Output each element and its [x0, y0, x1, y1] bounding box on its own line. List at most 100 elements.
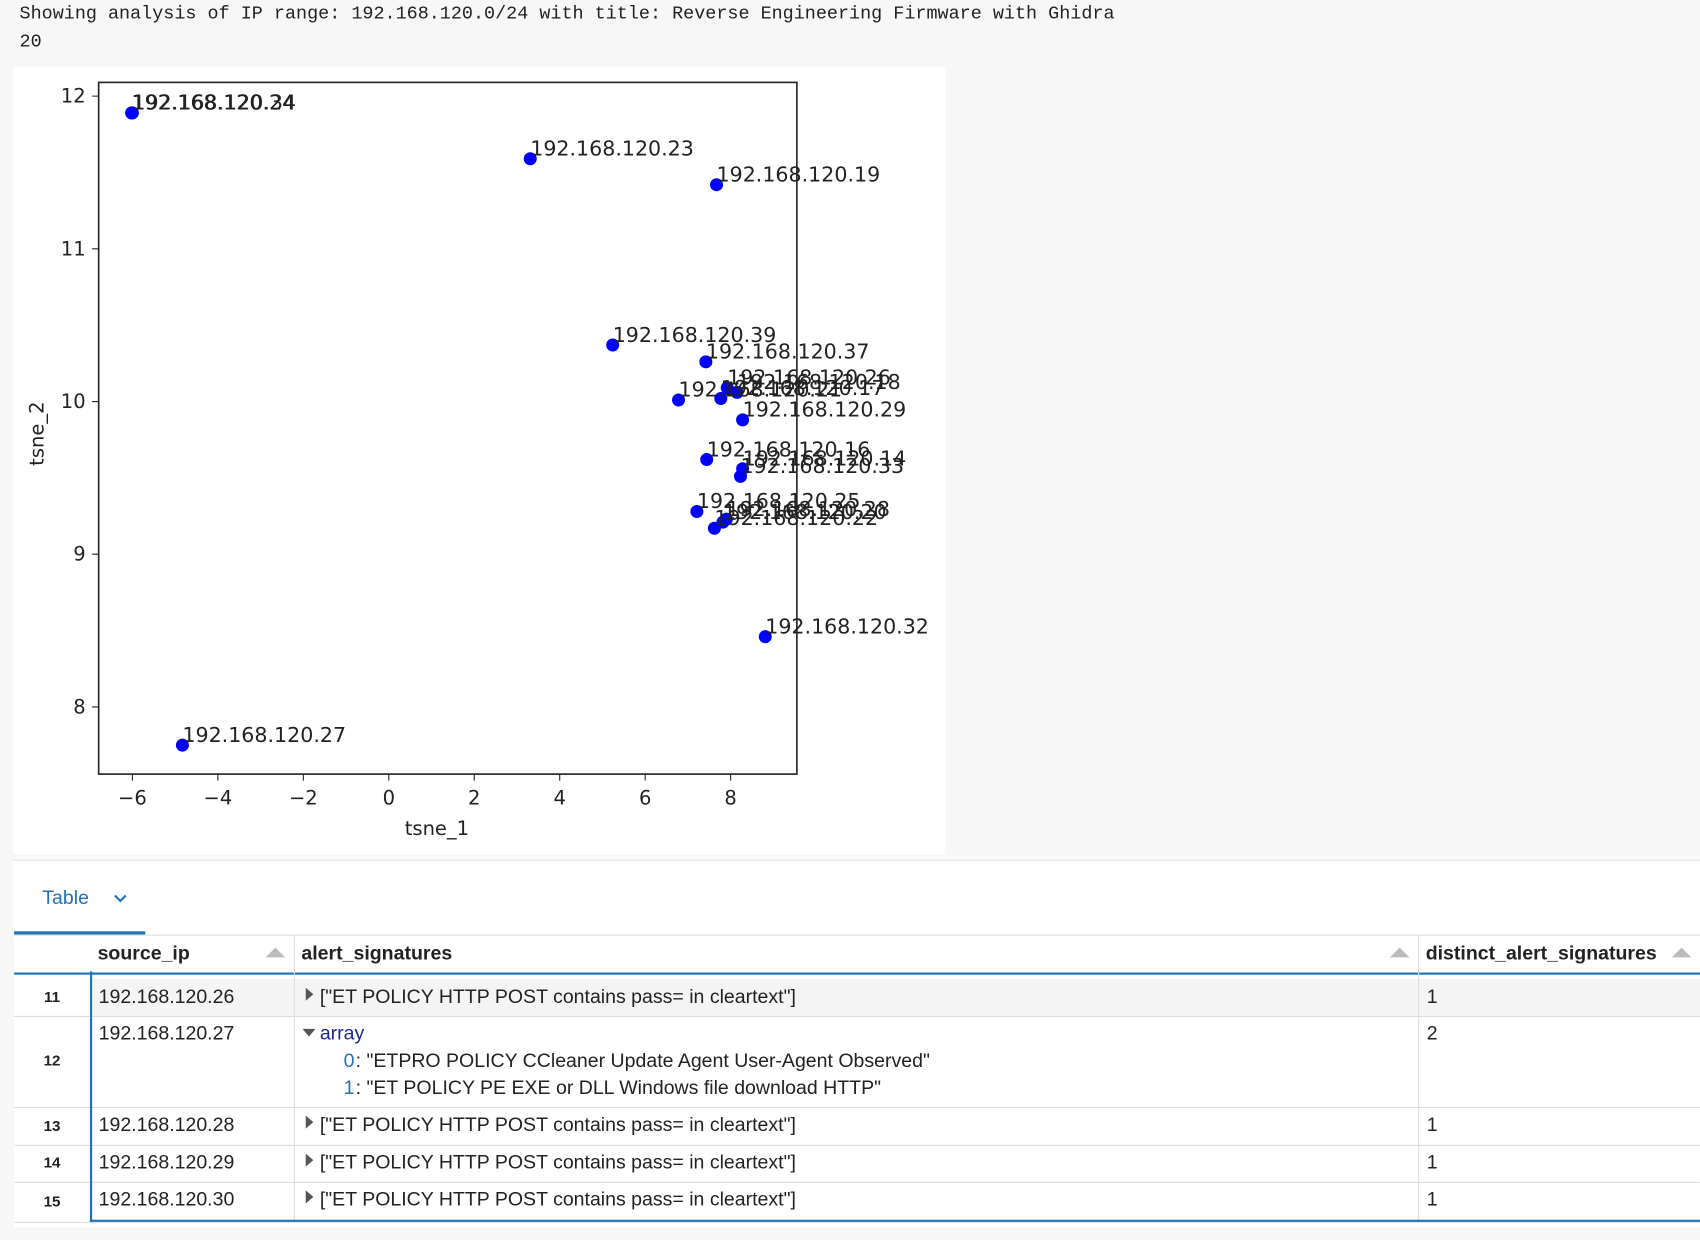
row-border — [14, 1144, 1700, 1146]
point — [733, 469, 747, 483]
point — [700, 453, 714, 467]
distinct-count: 2 — [1426, 1022, 1438, 1045]
array-index: 0 — [343, 1049, 355, 1072]
point — [714, 391, 728, 405]
point — [175, 738, 189, 752]
sort-icon[interactable] — [1389, 947, 1410, 958]
row-border — [14, 1015, 1700, 1017]
point — [672, 393, 686, 407]
y-tick-label: 10 — [61, 390, 86, 413]
point — [523, 152, 537, 166]
row-index: 14 — [43, 1153, 61, 1171]
point-label: 192.168.120.21 — [679, 378, 843, 402]
point — [720, 381, 734, 395]
point-label: 192.168.120.27 — [182, 723, 346, 747]
source-ip: 192.168.120.30 — [98, 1188, 235, 1210]
x-tick-label: −4 — [204, 786, 233, 809]
y-tick-label: 12 — [61, 85, 86, 108]
source-ip: 192.168.120.27 — [98, 1022, 235, 1045]
point-label: 192.168.120.29 — [743, 398, 907, 422]
array-item: : "ET POLICY PE EXE or DLL Windows file … — [355, 1076, 882, 1099]
distinct-count: 1 — [1426, 1151, 1438, 1174]
array-label: array — [319, 1022, 365, 1045]
point — [125, 106, 139, 120]
x-tick-label: 4 — [554, 786, 566, 809]
point-label: 192.168.120.32 — [765, 614, 929, 638]
distinct-count: 1 — [1426, 1113, 1438, 1136]
column-header[interactable]: alert_signatures — [301, 942, 453, 964]
point-label: 192.168.120.26 — [727, 366, 891, 390]
y-tick-label: 8 — [73, 695, 85, 718]
point-label: 192.168.120.16 — [707, 437, 871, 461]
col-border — [1418, 934, 1420, 1222]
point — [736, 413, 750, 427]
alert-signatures: ["ET POLICY HTTP POST contains pass= in … — [319, 985, 796, 1008]
column-header[interactable]: distinct_alert_signatures — [1425, 942, 1657, 964]
sort-icon[interactable] — [1671, 947, 1692, 958]
array-index: 1 — [343, 1076, 355, 1099]
output-text: 20 — [19, 32, 42, 54]
alert-signatures: ["ET POLICY HTTP POST contains pass= in … — [319, 1188, 796, 1210]
point-label: 192.168.120.22 — [714, 506, 878, 530]
row-index: 13 — [43, 1116, 61, 1134]
expand-arrow[interactable] — [305, 1190, 314, 1204]
point — [730, 385, 744, 399]
point-label: 192.168.120.28 — [726, 497, 890, 521]
point-label: 192.168.120.14 — [743, 446, 907, 470]
row-border — [14, 1181, 1700, 1183]
alert-signatures: ["ET POLICY HTTP POST contains pass= in … — [319, 1151, 796, 1174]
point-label: 192.168.120.24 — [132, 91, 296, 115]
point-label: 192.168.120.20 — [723, 500, 887, 524]
array-item: : "ETPRO POLICY CCleaner Update Agent Us… — [355, 1049, 930, 1072]
selection-frame — [89, 971, 1700, 1222]
point — [710, 178, 724, 192]
row-border — [14, 1106, 1700, 1109]
y-tick-label: 11 — [61, 237, 86, 260]
column-header[interactable]: source_ip — [97, 942, 190, 964]
source-ip: 192.168.120.26 — [98, 985, 235, 1008]
expand-arrow[interactable] — [305, 1153, 314, 1167]
row-border — [14, 1221, 1700, 1223]
x-tick-label: 6 — [639, 786, 651, 809]
sort-icon[interactable] — [265, 947, 286, 958]
point-label: 192.168.120.33 — [740, 454, 904, 478]
point — [699, 355, 713, 369]
point — [606, 338, 620, 352]
output-text: Showing analysis of IP range: 192.168.12… — [19, 4, 1115, 25]
point-label: 192.168.120.23 — [530, 136, 694, 160]
plot-frame — [97, 81, 798, 775]
distinct-count: 1 — [1426, 985, 1438, 1008]
point-label: 192.168.120.25 — [697, 489, 861, 513]
point-label: 192.168.120.39 — [613, 323, 777, 347]
expand-arrow[interactable] — [305, 1115, 314, 1129]
x-tick-label: 0 — [383, 786, 395, 809]
point-label: 192.168.120.17 — [721, 376, 885, 400]
row-index: 11 — [44, 987, 61, 1006]
x-tick-label: 2 — [468, 786, 480, 809]
row-index: 15 — [43, 1192, 61, 1210]
source-ip: 192.168.120.29 — [98, 1151, 235, 1174]
distinct-count: 1 — [1426, 1188, 1438, 1210]
y-axis-label: tsne_2 — [25, 402, 48, 466]
expand-arrow[interactable] — [302, 1028, 316, 1037]
x-tick-label: 8 — [724, 786, 736, 809]
point — [758, 630, 772, 644]
y-tick-label: 9 — [73, 543, 85, 566]
chart: −6 −4 −2 0 2 4 6 8 8 9 10 11 12 tsne_1 tsne_2 192.168.1… — [13, 67, 946, 855]
row-bg — [89, 979, 1700, 1016]
x-tick-label: −6 — [118, 786, 147, 809]
x-tick-label: −2 — [289, 786, 318, 809]
point — [690, 504, 704, 518]
point-label: 192.168.120.37 — [706, 340, 870, 364]
tab-chevron[interactable] — [114, 893, 127, 904]
x-axis-label: tsne_1 — [405, 817, 469, 840]
point-label: 192.168.120.34 — [132, 91, 296, 115]
tab-table[interactable]: Table — [42, 886, 89, 909]
row-index: 12 — [43, 1051, 61, 1070]
point — [707, 521, 721, 535]
expand-arrow[interactable] — [305, 987, 314, 1001]
source-ip: 192.168.120.28 — [98, 1113, 235, 1136]
col-border — [293, 934, 295, 1222]
